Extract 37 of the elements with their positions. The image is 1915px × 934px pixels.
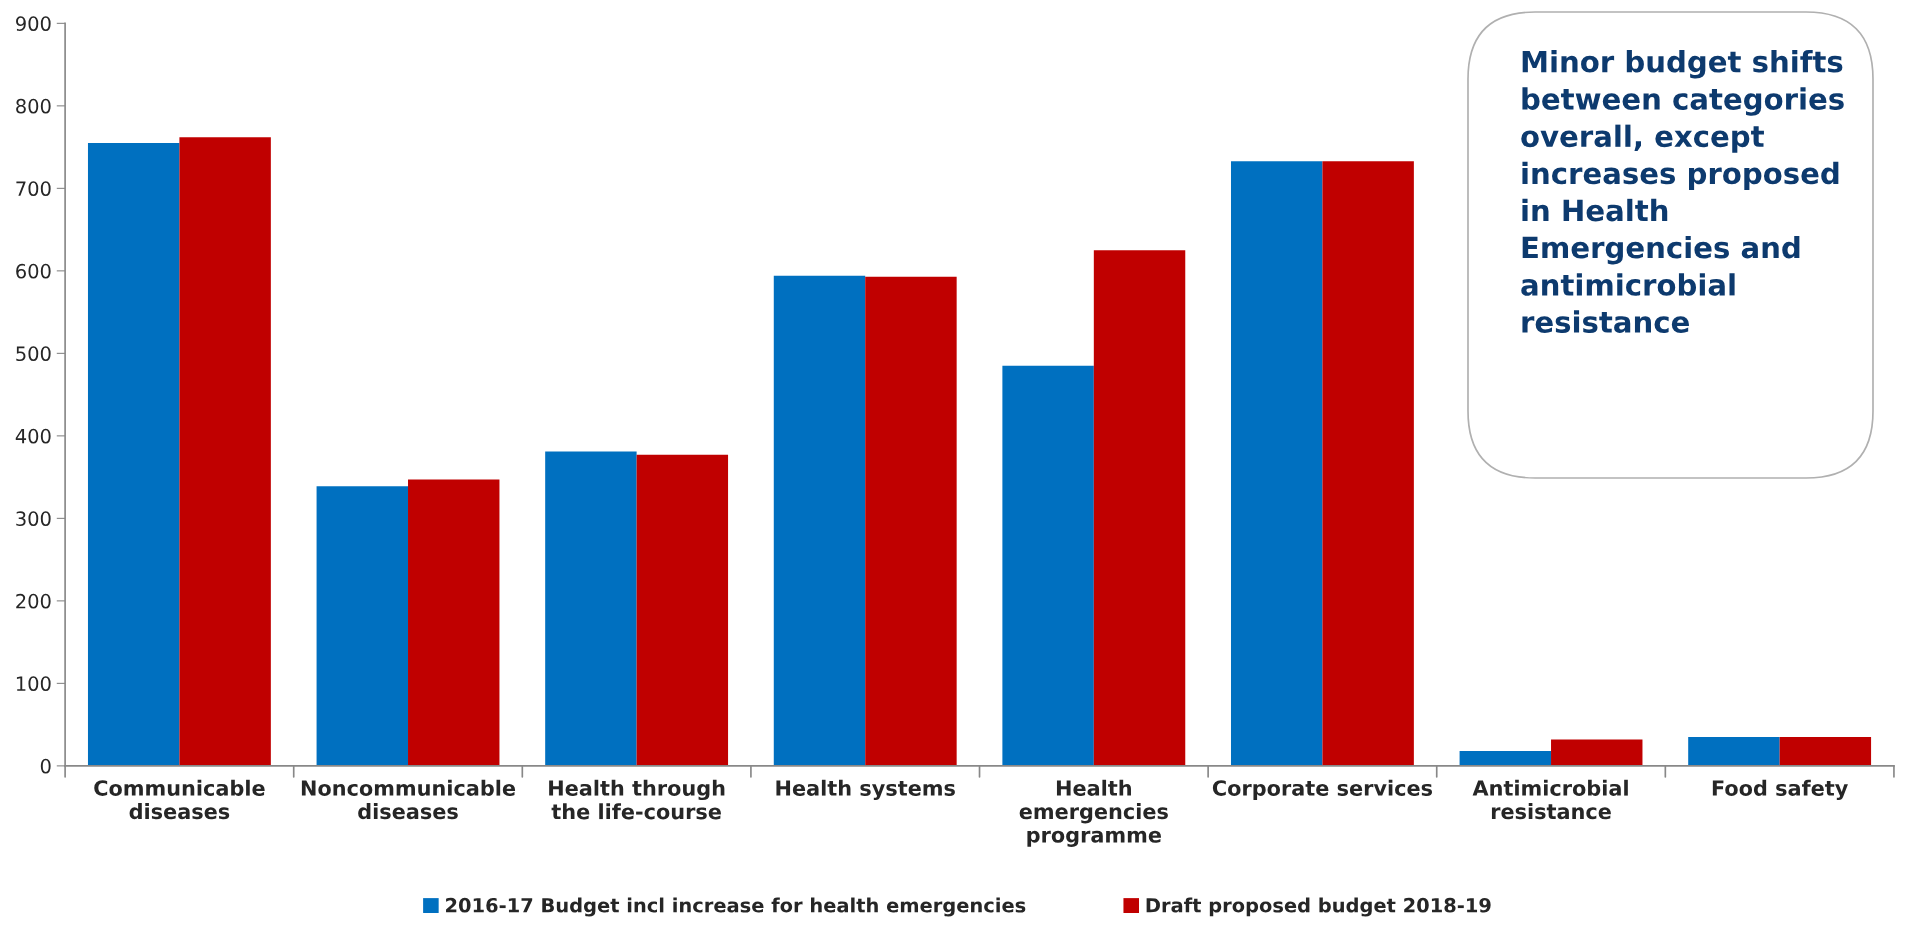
- y-tick-label: 400: [15, 428, 51, 444]
- x-tick-label: Health through the life-course: [549, 779, 725, 820]
- bar: [408, 479, 500, 766]
- y-tick-label: 900: [16, 16, 51, 32]
- bar: [316, 486, 409, 766]
- bar: [1093, 250, 1186, 766]
- annotation: Minor budget shifts between categories overall, except increases proposed in Health Emergencies and antimicrobial resistance: [1521, 50, 1844, 333]
- x-tick-label: Health systems: [776, 779, 955, 801]
- y-tick-label: 600: [16, 263, 51, 279]
- y-tick-label: 800: [16, 98, 51, 114]
- x-tick-label: Antimicrobial resistance: [1472, 779, 1628, 820]
- y-tick-label: 500: [16, 346, 51, 362]
- bar: [1459, 751, 1552, 766]
- bar: [179, 137, 271, 766]
- y-tick-label: 200: [16, 593, 51, 609]
- bar: [773, 275, 866, 766]
- legend-label: Draft proposed budget 2018-19: [1146, 897, 1491, 917]
- bar: [1551, 739, 1643, 766]
- bar: [1779, 737, 1872, 766]
- y-tick-label: 700: [16, 181, 51, 197]
- bar: [87, 142, 180, 766]
- bar: [1322, 161, 1414, 766]
- y-tick-label: 300: [16, 511, 51, 527]
- bar: [636, 454, 729, 766]
- x-tick-label: Corporate services: [1212, 779, 1433, 800]
- bar: [1230, 161, 1323, 766]
- bar: [1002, 365, 1094, 766]
- x-tick-label: Food safety: [1712, 779, 1848, 801]
- bar: [865, 276, 957, 766]
- legend-label: 2016-17 Budget incl increase for health emergencies: [446, 897, 1026, 917]
- x-tick-label: Communicable diseases: [94, 779, 265, 820]
- y-tick-label: 100: [16, 676, 51, 692]
- x-tick-label: Noncommunicable diseases: [301, 779, 516, 820]
- bar: [1688, 737, 1780, 766]
- x-tick-label: Health emergencies programme: [1019, 779, 1168, 847]
- y-tick-label: 0: [40, 758, 51, 774]
- bar: [545, 451, 637, 766]
